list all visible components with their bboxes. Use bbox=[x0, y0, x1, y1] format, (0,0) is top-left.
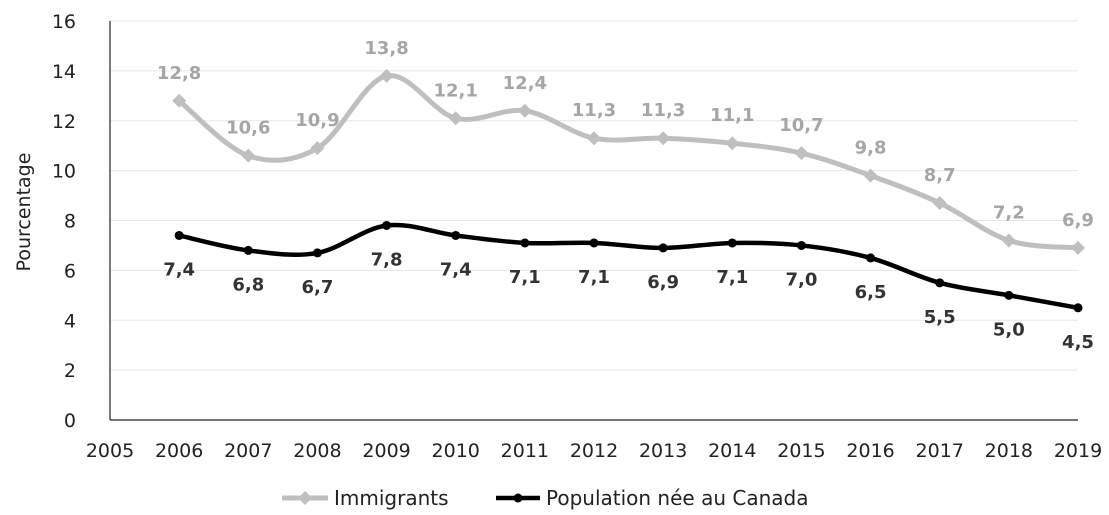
data-label: 7,2 bbox=[993, 202, 1025, 223]
data-labels: 12,8 10,6 10,9 13,8 12,1 12,4 11,3 11,3 11,1 10,7… bbox=[157, 38, 1094, 353]
data-label: 12,1 bbox=[434, 80, 478, 101]
x-tick-label: 2016 bbox=[846, 440, 894, 462]
data-point bbox=[1004, 290, 1014, 300]
data-point bbox=[932, 196, 947, 211]
data-label: 6,7 bbox=[301, 277, 333, 298]
data-point bbox=[174, 230, 184, 240]
x-tick-label: 2012 bbox=[570, 440, 618, 462]
x-tick-labels: 2005 2006 2007 2008 2009 2010 2011 2012 2013 2014… bbox=[86, 440, 1102, 462]
data-label: 7,1 bbox=[716, 267, 748, 288]
series-lines bbox=[172, 68, 1085, 313]
x-tick-label: 2010 bbox=[432, 440, 480, 462]
data-point bbox=[312, 248, 322, 258]
data-label: 6,9 bbox=[647, 272, 679, 293]
x-tick-label: 2006 bbox=[155, 440, 203, 462]
x-tick-label: 2009 bbox=[362, 440, 410, 462]
data-point bbox=[796, 240, 806, 250]
data-label: 10,7 bbox=[779, 115, 823, 136]
data-point bbox=[656, 131, 671, 146]
y-tick-label: 14 bbox=[52, 61, 76, 83]
data-point bbox=[517, 103, 532, 118]
y-tick-labels: 0 2 4 6 8 10 12 14 16 bbox=[52, 11, 76, 432]
data-label: 6,9 bbox=[1062, 210, 1094, 231]
data-point bbox=[382, 220, 392, 230]
x-tick-label: 2017 bbox=[916, 440, 964, 462]
data-point bbox=[658, 243, 668, 253]
data-label: 11,3 bbox=[641, 100, 685, 121]
data-label: 7,8 bbox=[371, 249, 403, 270]
y-tick-label: 4 bbox=[64, 310, 76, 332]
data-label: 6,8 bbox=[232, 274, 264, 295]
data-label: 11,3 bbox=[572, 100, 616, 121]
x-tick-label: 2018 bbox=[985, 440, 1033, 462]
data-point bbox=[448, 111, 463, 126]
data-point bbox=[310, 141, 325, 156]
axes bbox=[109, 21, 1078, 421]
data-label: 7,4 bbox=[163, 259, 195, 280]
data-point bbox=[863, 168, 878, 183]
legend: Immigrants Population née au Canada bbox=[282, 486, 808, 510]
data-point bbox=[587, 131, 601, 146]
y-tick-label: 10 bbox=[52, 161, 76, 183]
data-point bbox=[172, 93, 187, 108]
y-axis-label: Pourcentage bbox=[13, 153, 35, 272]
data-point bbox=[1073, 303, 1083, 313]
x-tick-label: 2008 bbox=[293, 440, 341, 462]
data-label: 10,9 bbox=[295, 110, 339, 131]
y-tick-label: 16 bbox=[52, 11, 76, 33]
data-label: 10,6 bbox=[226, 118, 270, 139]
data-label: 7,1 bbox=[578, 267, 610, 288]
data-point bbox=[379, 68, 394, 83]
data-label: 4,5 bbox=[1062, 332, 1094, 353]
data-point bbox=[520, 238, 530, 248]
y-tick-label: 0 bbox=[64, 410, 76, 432]
x-tick-label: 2007 bbox=[224, 440, 272, 462]
data-label: 9,8 bbox=[855, 138, 887, 159]
x-tick-label: 2015 bbox=[777, 440, 825, 462]
data-label: 6,5 bbox=[855, 282, 887, 303]
data-point bbox=[451, 230, 461, 240]
data-point bbox=[866, 253, 876, 263]
y-tick-label: 2 bbox=[64, 360, 76, 382]
data-label: 13,8 bbox=[364, 38, 408, 59]
data-label: 11,1 bbox=[710, 105, 754, 126]
x-tick-label: 2019 bbox=[1054, 440, 1102, 462]
data-point bbox=[727, 238, 737, 248]
data-label: 7,1 bbox=[509, 267, 541, 288]
legend-marker bbox=[513, 493, 523, 503]
data-label: 7,0 bbox=[785, 269, 817, 290]
x-tick-label: 2014 bbox=[708, 440, 756, 462]
data-point bbox=[794, 146, 809, 161]
data-label: 7,4 bbox=[440, 259, 472, 280]
x-tick-label: 2011 bbox=[501, 440, 549, 462]
data-point bbox=[1001, 233, 1016, 248]
data-label: 12,8 bbox=[157, 63, 201, 84]
data-label: 12,4 bbox=[503, 73, 547, 94]
gridlines bbox=[110, 20, 1078, 371]
y-tick-label: 8 bbox=[64, 211, 76, 233]
data-point bbox=[241, 148, 256, 163]
data-point bbox=[725, 136, 740, 151]
data-point bbox=[243, 245, 253, 255]
data-point bbox=[935, 278, 945, 288]
x-tick-label: 2005 bbox=[86, 440, 134, 462]
series-line-0 bbox=[176, 73, 1081, 251]
data-label: 5,0 bbox=[993, 319, 1025, 340]
x-tick-label: 2013 bbox=[639, 440, 687, 462]
data-point bbox=[1071, 240, 1085, 255]
legend-marker bbox=[298, 491, 312, 505]
legend-label: Immigrants bbox=[334, 486, 449, 510]
y-tick-label: 12 bbox=[52, 111, 76, 133]
legend-label: Population née au Canada bbox=[546, 486, 808, 510]
series-line-1 bbox=[176, 222, 1081, 311]
data-label: 8,7 bbox=[924, 165, 956, 186]
y-tick-label: 6 bbox=[64, 260, 76, 282]
data-point bbox=[589, 238, 599, 248]
data-label: 5,5 bbox=[924, 307, 956, 328]
